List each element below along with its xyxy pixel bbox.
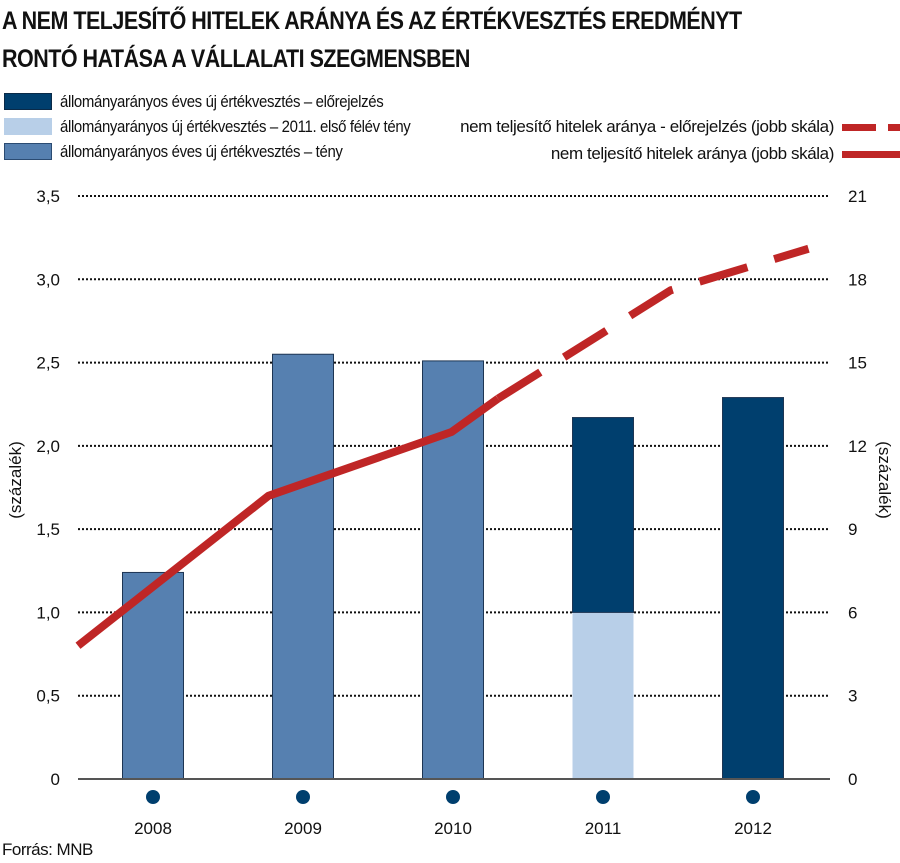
year-marker-icon xyxy=(446,790,460,804)
bar xyxy=(572,612,634,779)
chart-title: A NEM TELJESÍTŐ HITELEK ARÁNYA ÉS AZ ÉRT… xyxy=(2,2,767,78)
y-tick-left: 3,5 xyxy=(36,187,60,206)
y-tick-left: 3,0 xyxy=(36,270,60,289)
legend-item-actual: állományarányos éves új értékvesztés – t… xyxy=(4,139,458,164)
legend-label-actual: állományarányos éves új értékvesztés – t… xyxy=(60,141,343,161)
legend-item-h1-2011: állományarányos új értékvesztés – 2011. … xyxy=(4,114,458,139)
y-tick-right: 15 xyxy=(848,354,867,373)
bar xyxy=(272,353,334,780)
y-axis-label-right: (százalék) xyxy=(875,441,894,518)
title-line-1: A NEM TELJESÍTŐ HITELEK ARÁNYA ÉS AZ ÉRT… xyxy=(2,7,742,35)
x-tick-label: 2010 xyxy=(434,819,472,838)
y-tick-right: 0 xyxy=(848,770,857,789)
legend-label-forecast: állományarányos éves új értékvesztés – e… xyxy=(60,91,384,111)
title-line-2: RONTÓ HATÁSA A VÁLLALATI SZEGMENSBEN xyxy=(2,45,470,73)
y-tick-right: 9 xyxy=(848,520,857,539)
npl-line xyxy=(75,395,501,649)
bar xyxy=(422,360,484,780)
year-marker-icon xyxy=(296,790,310,804)
y-tick-left: 2,5 xyxy=(36,354,60,373)
y-tick-right: 12 xyxy=(848,437,867,456)
npl-forecast-line xyxy=(495,244,810,403)
source-note: Forrás: MNB xyxy=(2,840,93,859)
legend-item-npl: nem teljesítő hitelek aránya (jobb skála… xyxy=(460,140,900,167)
y-tick-left: 1,0 xyxy=(36,603,60,622)
y-tick-left: 2,0 xyxy=(36,437,60,456)
bar xyxy=(722,397,784,780)
legend-swatch-h1-2011 xyxy=(4,118,52,135)
bars xyxy=(122,353,784,780)
legend-solid-line-icon xyxy=(842,150,900,158)
y-tick-left: 0 xyxy=(51,770,60,789)
year-marker-icon xyxy=(146,790,160,804)
legend-bars: állományarányos éves új értékvesztés – e… xyxy=(4,89,458,164)
legend-dashed-line-icon xyxy=(842,123,900,131)
lines xyxy=(75,244,810,649)
legend-swatch-actual xyxy=(4,143,52,160)
y-tick-right: 3 xyxy=(848,687,857,706)
y-tick-left: 1,5 xyxy=(36,520,60,539)
axes: 0 0,5 1,0 1,5 2,0 2,5 3,0 3,5 0 3 6 9 12 15 18 21 2008 20… xyxy=(36,187,867,838)
legend-label-npl: nem teljesítő hitelek aránya (jobb skála… xyxy=(550,143,835,163)
year-marker-icon xyxy=(596,790,610,804)
bar xyxy=(572,417,634,613)
legend-label-h1-2011: állományarányos új értékvesztés – 2011. … xyxy=(60,116,411,136)
y-tick-left: 0,5 xyxy=(36,687,60,706)
x-tick-label: 2012 xyxy=(734,819,772,838)
x-tick-label: 2011 xyxy=(585,819,622,838)
legend-lines: nem teljesítő hitelek aránya - előrejelz… xyxy=(460,113,900,167)
legend-swatch-forecast xyxy=(4,93,52,110)
y-axis-label-left: (százalék) xyxy=(6,441,25,518)
legend-label-npl-forecast: nem teljesítő hitelek aránya - előrejelz… xyxy=(460,116,834,136)
legend-item-forecast: állományarányos éves új értékvesztés – e… xyxy=(4,89,458,114)
x-tick-label: 2009 xyxy=(284,819,322,838)
x-tick-label: 2008 xyxy=(134,819,172,838)
year-marker-icon xyxy=(746,790,760,804)
legend-item-npl-forecast: nem teljesítő hitelek aránya - előrejelz… xyxy=(460,113,900,140)
y-tick-right: 18 xyxy=(848,270,867,289)
y-tick-right: 21 xyxy=(848,187,867,206)
y-tick-right: 6 xyxy=(848,603,857,622)
